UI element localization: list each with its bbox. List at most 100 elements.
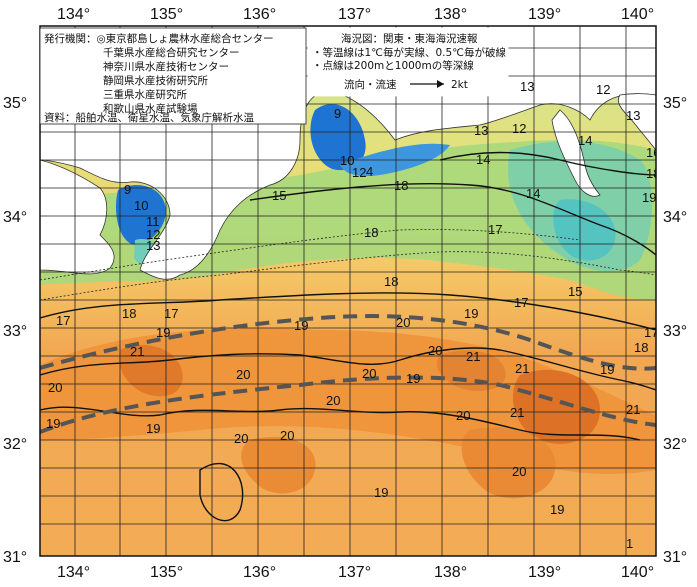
lon-tick-label: 140° [621,6,654,23]
contour-label: 13 [146,238,160,253]
contour-label: 13 [474,123,488,138]
contour-label: 13 [626,108,640,123]
contour-label: 13 [520,79,534,94]
lon-tick-label: 137° [338,564,371,581]
contour-label: 18 [634,340,648,355]
contour-label: 20 [512,464,526,479]
contour-label: 21 [626,402,640,417]
lat-tick-label: 31° [3,549,27,566]
contour-label: 17 [488,222,502,237]
map-area: 9 10 11 12 13 9 10 12 4 15 18 13 12 14 1… [40,26,660,556]
contour-label: 15 [272,188,286,203]
warm-core-east [512,369,600,444]
contour-label: 20 [326,393,340,408]
lon-tick-label: 135° [150,564,183,581]
contour-label: 17 [164,306,178,321]
contour-label: 10 [134,198,148,213]
publisher-line: 千葉県水産総合研究センター [103,46,240,59]
contour-label: 19 [406,371,420,386]
contour-label: 19 [550,502,564,517]
land-kii-south [40,159,115,275]
publisher-panel: 発行機関：◎東京都島しょ農林水産総合センター 千葉県水産総合研究センター 神奈川… [39,27,307,125]
legend-note: ・点線は200mと1000mの等深線 [312,59,474,72]
contour-label: 20 [456,408,470,423]
lon-tick-label: 140° [621,564,654,581]
cold-ise-bay [310,104,366,171]
contour-label: 9 [334,106,341,121]
isotherms [40,151,656,522]
lat-tick-label: 34° [3,209,27,226]
cold-osaka-bay [115,185,166,245]
contour-label: 19 [464,306,478,321]
lat-tick-label: 33° [3,323,27,340]
warm-patch-south [241,436,316,494]
isotherm-20-north [40,347,656,391]
contour-label: 1 [626,536,633,551]
kuroshio-axis-south [40,375,656,434]
contour-label: 14 [578,133,592,148]
flow-arrow-icon [410,80,444,88]
lat-labels-right: 35° 34° 33° 32° 31° [663,95,687,566]
contour-label: 19 [146,421,160,436]
contour-label: 15 [568,284,582,299]
contour-label: 12 [596,82,610,97]
contour-label: 12 [512,121,526,136]
lat-tick-label: 35° [3,95,27,112]
contour-label: 11 [146,214,160,229]
publisher-line: 発行機関：◎東京都島しょ農林水産総合センター [44,32,274,45]
contour-label: 20 [234,431,248,446]
land-izu-boso [551,109,601,197]
contour-label: 17 [514,295,528,310]
contour-label: 4 [366,164,373,179]
isotherm-15 [249,182,656,256]
contour-label: 21 [515,361,529,376]
depth-1000m [40,251,656,301]
legend-panel: 海況図：関東・東海海況速報 ・等温線は1℃毎が実線、0.5℃毎が破線 ・点線は2… [307,27,509,97]
contour-label: 20 [236,367,250,382]
contour-label: 12 [146,227,160,242]
contour-label: 18 [646,166,660,181]
lon-labels-bottom: 134° 135° 136° 137° 138° 139° 140° [57,564,654,581]
isotherm-17 [40,292,656,331]
flow-scale-label: 2kt [451,79,468,91]
contour-label: 20 [396,315,410,330]
lat-tick-label: 33° [663,323,687,340]
lat-tick-label: 31° [663,549,687,566]
depth-200m [40,229,581,281]
kuroshio-axis-north [40,314,656,371]
contour-label: 21 [510,405,524,420]
isotherm-20-south [40,406,641,441]
contour-label: 21 [466,349,480,364]
legend-note: ・等温線は1℃毎が実線、0.5℃毎が破線 [312,46,506,59]
lon-tick-label: 134° [57,6,90,23]
publisher-line: 和歌山県水産試験場 [103,102,198,115]
contour-label: 12 [352,165,366,180]
contour-label: 19 [294,318,308,333]
contour-label: 17 [644,325,658,340]
lon-tick-label: 136° [243,6,276,23]
legend-panel-box [307,27,509,97]
lon-tick-label: 136° [243,564,276,581]
isotherm-14 [439,151,656,176]
contour-label: 18 [122,306,136,321]
lon-labels-top: 134° 135° 136° 137° 138° 139° 140° [57,6,654,23]
contour-label: 18 [394,178,408,193]
contour-labels: 9 10 11 12 13 9 10 12 4 15 18 13 12 14 1… [46,79,660,551]
contour-label: 20 [428,343,442,358]
contour-label: 14 [526,186,540,201]
lon-tick-label: 138° [434,564,467,581]
publisher-line: 神奈川県水産技術センター [103,60,229,73]
lon-tick-label: 134° [57,564,90,581]
contour-label: 19 [600,362,614,377]
land-boso-east [617,93,656,151]
isotherm-19-south [199,463,244,522]
contour-label: 19 [642,190,656,205]
lon-tick-label: 135° [150,6,183,23]
publisher-panel-box [39,27,307,125]
lat-tick-label: 32° [3,436,27,453]
lon-tick-label: 138° [434,6,467,23]
contour-label: 16 [646,145,660,160]
contour-label: 19 [374,485,388,500]
contour-label: 18 [384,274,398,289]
contour-label: 18 [364,225,378,240]
